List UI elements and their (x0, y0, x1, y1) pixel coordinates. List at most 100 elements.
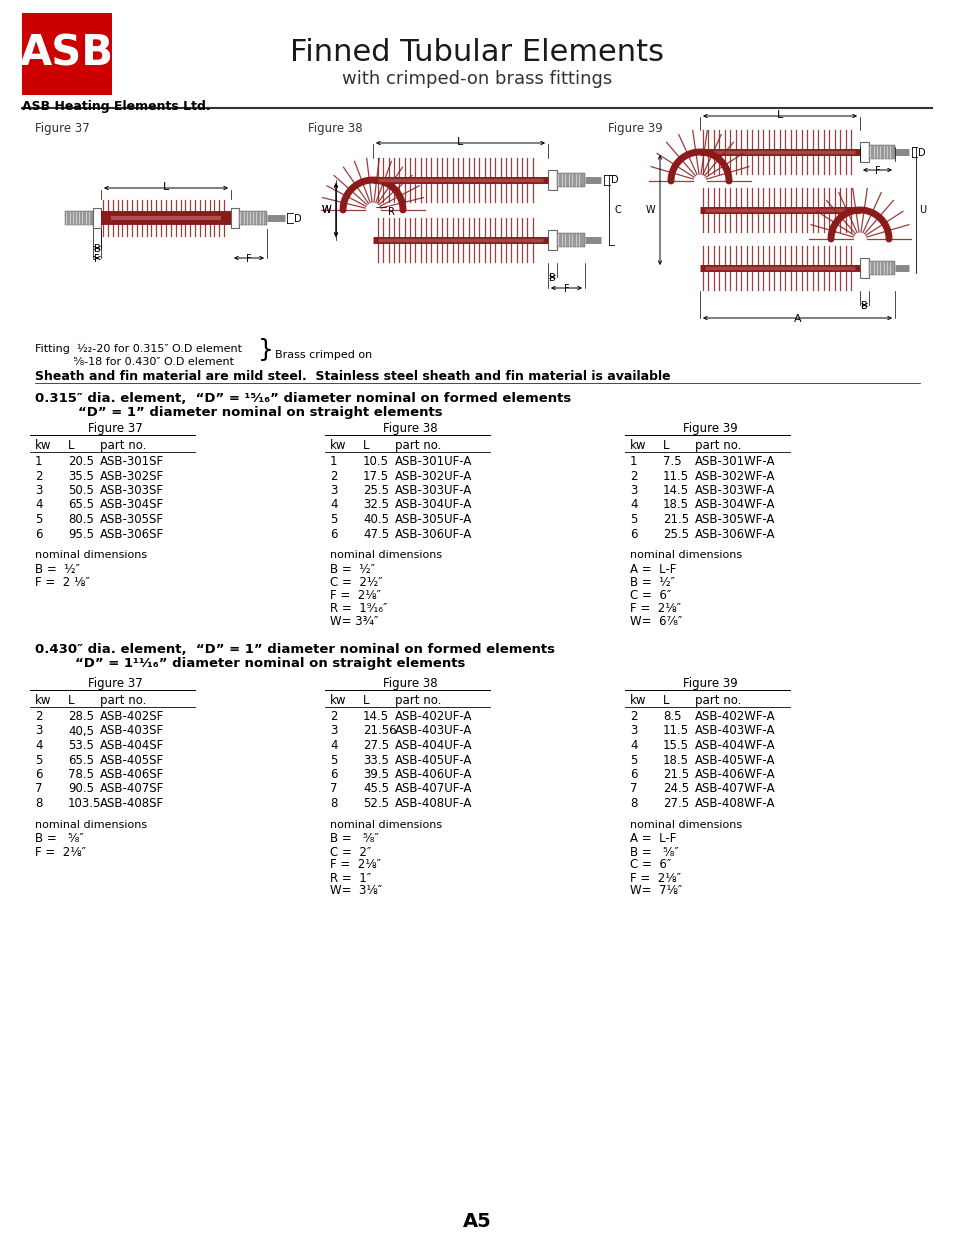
Text: F =  2⅛″: F = 2⅛″ (35, 846, 86, 858)
FancyBboxPatch shape (239, 211, 267, 225)
Text: L: L (363, 438, 369, 452)
Bar (547, 170, 557, 190)
Text: ASB-406UF-A: ASB-406UF-A (395, 768, 472, 781)
Text: nominal dimensions: nominal dimensions (629, 820, 741, 830)
Text: ASB-306UF-A: ASB-306UF-A (395, 527, 472, 541)
Text: 21.5: 21.5 (662, 513, 688, 526)
Text: 11.5: 11.5 (662, 469, 688, 483)
Text: F =  2⅛″: F = 2⅛″ (629, 601, 680, 615)
Text: nominal dimensions: nominal dimensions (330, 820, 441, 830)
Text: Figure 37: Figure 37 (35, 122, 90, 135)
Text: ASB-406WF-A: ASB-406WF-A (695, 768, 775, 781)
Text: 4: 4 (629, 739, 637, 752)
Text: Figure 38: Figure 38 (382, 422, 436, 435)
Text: ASB-301UF-A: ASB-301UF-A (395, 454, 472, 468)
Text: 39.5: 39.5 (363, 768, 389, 781)
Text: D: D (294, 214, 301, 224)
Text: Figure 37: Figure 37 (88, 422, 142, 435)
Text: ASB-408SF: ASB-408SF (100, 797, 164, 810)
Text: 7: 7 (330, 783, 337, 795)
Text: 2: 2 (35, 469, 43, 483)
Text: Fitting  ½₂-20 for 0.315″ O.D element: Fitting ½₂-20 for 0.315″ O.D element (35, 345, 242, 354)
Text: 25.5: 25.5 (662, 527, 688, 541)
Text: ASB-306WF-A: ASB-306WF-A (695, 527, 775, 541)
Text: 18.5: 18.5 (662, 499, 688, 511)
Text: ASB-405WF-A: ASB-405WF-A (695, 753, 775, 767)
Text: L: L (363, 694, 369, 706)
Text: part no.: part no. (395, 694, 441, 706)
Text: ASB-403UF-A: ASB-403UF-A (395, 725, 472, 737)
Text: F: F (874, 165, 880, 177)
Text: Finned Tubular Elements: Finned Tubular Elements (290, 38, 663, 67)
Text: part no.: part no. (395, 438, 441, 452)
Text: ASB-405UF-A: ASB-405UF-A (395, 753, 472, 767)
Text: W=  7⅛″: W= 7⅛″ (629, 884, 681, 898)
Text: 4: 4 (35, 499, 43, 511)
Text: 45.5: 45.5 (363, 783, 389, 795)
Text: Sheath and fin material are mild steel.  Stainless steel sheath and fin material: Sheath and fin material are mild steel. … (35, 370, 670, 383)
Text: ASB-407SF: ASB-407SF (100, 783, 164, 795)
Text: part no.: part no. (695, 438, 740, 452)
Text: W=  3⅛″: W= 3⅛″ (330, 884, 382, 898)
Text: nominal dimensions: nominal dimensions (35, 550, 147, 559)
Text: ASB-404SF: ASB-404SF (100, 739, 164, 752)
Text: C =  2″: C = 2″ (330, 846, 371, 858)
Text: L: L (456, 137, 463, 147)
Text: L: L (68, 438, 74, 452)
Text: “D” = 1¹¹⁄₁₆” diameter nominal on straight elements: “D” = 1¹¹⁄₁₆” diameter nominal on straig… (74, 657, 465, 671)
Text: B =   ⁵⁄₈″: B = ⁵⁄₈″ (629, 846, 678, 858)
Text: ASB-302WF-A: ASB-302WF-A (695, 469, 775, 483)
Text: nominal dimensions: nominal dimensions (629, 550, 741, 559)
Text: kw: kw (330, 438, 346, 452)
Text: 14.5: 14.5 (363, 710, 389, 722)
Text: 6: 6 (629, 768, 637, 781)
Text: 21.5: 21.5 (662, 768, 688, 781)
Text: B =   ⁵⁄₈″: B = ⁵⁄₈″ (35, 832, 84, 846)
Text: 5: 5 (330, 513, 337, 526)
Text: ASB-302UF-A: ASB-302UF-A (395, 469, 472, 483)
Text: 20.5: 20.5 (68, 454, 94, 468)
Text: kw: kw (330, 694, 346, 706)
Text: B =  ½″: B = ½″ (629, 576, 675, 589)
Text: Figure 39: Figure 39 (607, 122, 662, 135)
Text: F =  2⅛″: F = 2⅛″ (330, 858, 380, 872)
Text: kw: kw (35, 694, 51, 706)
Text: ASB-306SF: ASB-306SF (100, 527, 164, 541)
Text: 47.5: 47.5 (363, 527, 389, 541)
Text: 6: 6 (330, 527, 337, 541)
Text: ASB-403WF-A: ASB-403WF-A (695, 725, 775, 737)
Text: 3: 3 (330, 484, 337, 496)
Text: 2: 2 (330, 710, 337, 722)
Text: kw: kw (629, 438, 646, 452)
Text: ASB-304UF-A: ASB-304UF-A (395, 499, 472, 511)
Text: 25.5: 25.5 (363, 484, 389, 496)
Text: F: F (94, 254, 100, 264)
FancyBboxPatch shape (22, 14, 112, 95)
Text: 28.5: 28.5 (68, 710, 94, 722)
Text: 80.5: 80.5 (68, 513, 93, 526)
Text: ASB-304WF-A: ASB-304WF-A (695, 499, 775, 511)
Text: 5: 5 (35, 753, 42, 767)
Text: A =  L-F: A = L-F (629, 832, 676, 846)
Text: 1: 1 (330, 454, 337, 468)
Text: F =  2 ⅛″: F = 2 ⅛″ (35, 576, 90, 589)
Text: B =  ½″: B = ½″ (330, 563, 375, 576)
Text: 4: 4 (330, 499, 337, 511)
Text: 2: 2 (330, 469, 337, 483)
Text: 11.5: 11.5 (662, 725, 688, 737)
Text: ASB-408UF-A: ASB-408UF-A (395, 797, 472, 810)
Text: 2: 2 (629, 469, 637, 483)
Text: F =  2⅛″: F = 2⅛″ (629, 872, 680, 884)
Text: ASB-407WF-A: ASB-407WF-A (695, 783, 775, 795)
FancyBboxPatch shape (868, 261, 894, 275)
Text: 32.5: 32.5 (363, 499, 389, 511)
Text: ASB-305SF: ASB-305SF (100, 513, 164, 526)
Text: nominal dimensions: nominal dimensions (330, 550, 441, 559)
Text: L: L (68, 694, 74, 706)
Text: ASB-406SF: ASB-406SF (100, 768, 164, 781)
Bar (859, 142, 868, 162)
Text: part no.: part no. (695, 694, 740, 706)
Text: F: F (246, 254, 252, 264)
Text: 24.5: 24.5 (662, 783, 688, 795)
Text: D: D (610, 175, 618, 185)
